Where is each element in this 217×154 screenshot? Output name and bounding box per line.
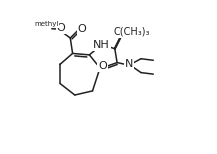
Text: O: O <box>98 61 107 71</box>
Text: methyl: methyl <box>34 21 59 27</box>
Text: N: N <box>125 59 134 69</box>
Text: C(CH₃)₃: C(CH₃)₃ <box>113 27 150 37</box>
Text: O: O <box>77 24 86 34</box>
Text: O: O <box>57 23 65 33</box>
Text: NH: NH <box>93 40 110 50</box>
